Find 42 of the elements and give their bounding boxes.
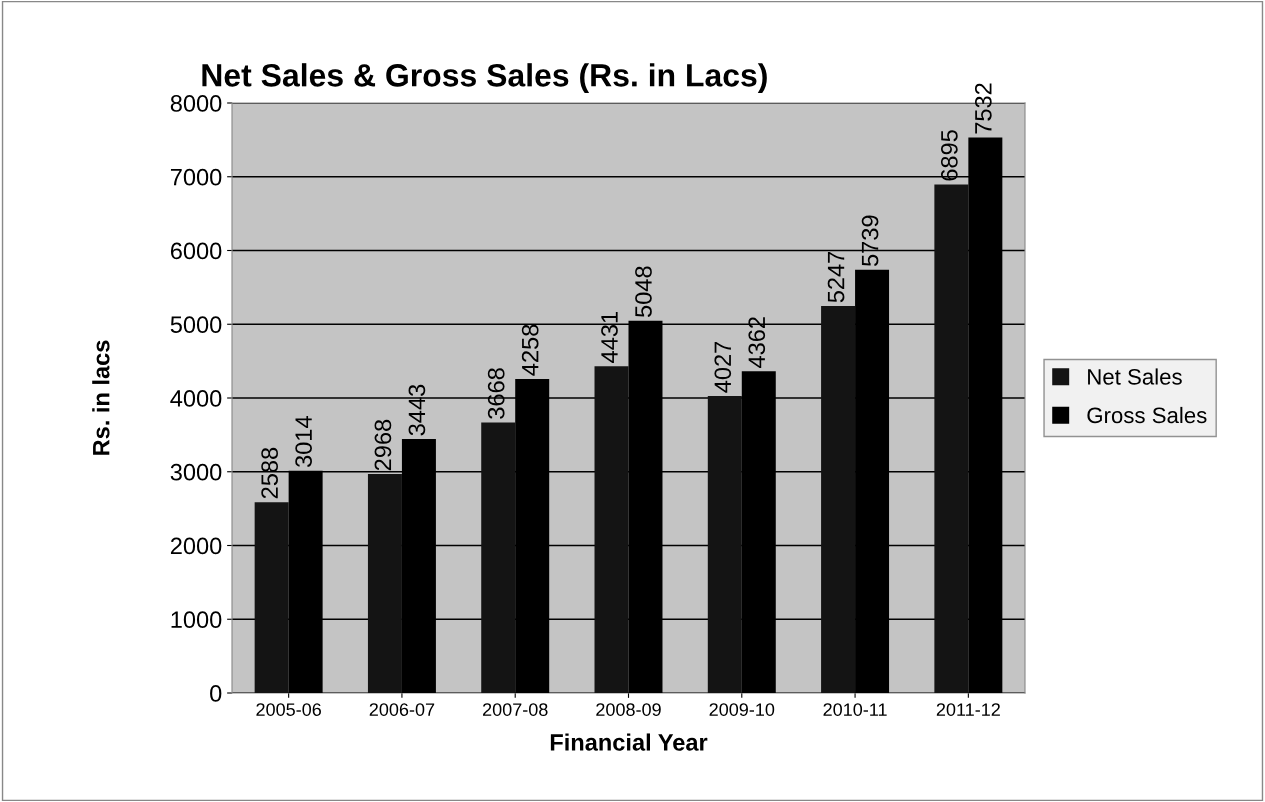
x-tick-label: 2009-10	[709, 703, 775, 716]
bar	[707, 396, 742, 693]
data-label: 4027	[714, 341, 732, 393]
data-label: 7532	[974, 83, 992, 134]
x-axis-title: Financial Year	[550, 733, 708, 751]
bar	[254, 502, 289, 693]
legend-label: Net Sales	[1088, 368, 1182, 385]
x-tick-label: 2005-06	[256, 703, 321, 716]
data-label: 5048	[635, 266, 652, 317]
y-tick-label: 1000	[171, 611, 222, 629]
y-tick-label: 4000	[170, 390, 222, 407]
y-tick-label: 8000	[170, 95, 222, 112]
bar	[367, 474, 402, 693]
y-tick-label: 6000	[170, 242, 222, 260]
legend-label: Gross Sales	[1087, 406, 1207, 424]
data-label: 3668	[487, 368, 505, 419]
y-axis-title: Rs. in lacs	[92, 340, 110, 455]
x-tick-label: 2008-09	[596, 703, 661, 716]
y-tick-label: 5000	[170, 316, 222, 334]
data-label: 6895	[940, 130, 958, 181]
bar	[594, 366, 629, 693]
y-tick-label: 0	[210, 685, 222, 702]
y-tick-label: 3000	[170, 463, 222, 481]
x-tick-label: 2010-11	[823, 703, 887, 716]
data-label: 4362	[748, 317, 766, 368]
data-label: 4258	[521, 324, 539, 376]
bar	[934, 184, 969, 693]
data-label: 3014	[295, 416, 312, 468]
data-label: 4431	[601, 312, 618, 363]
y-tick-label: 7000	[170, 168, 222, 186]
data-label: 2588	[261, 447, 278, 499]
data-label: 5247	[827, 251, 845, 303]
x-tick-label: 2011-12	[936, 703, 1000, 716]
bar	[481, 422, 516, 693]
data-label: 2968	[374, 419, 392, 471]
data-label: 5739	[861, 215, 879, 267]
y-tick-label: 2000	[170, 537, 222, 555]
x-tick-label: 2007-08	[482, 703, 548, 716]
bar	[821, 306, 856, 693]
data-label: 3443	[408, 384, 426, 436]
x-tick-label: 2006-07	[369, 703, 435, 716]
chart-title: Net Sales & Gross Sales (Rs. in Lacs)	[202, 63, 767, 93]
